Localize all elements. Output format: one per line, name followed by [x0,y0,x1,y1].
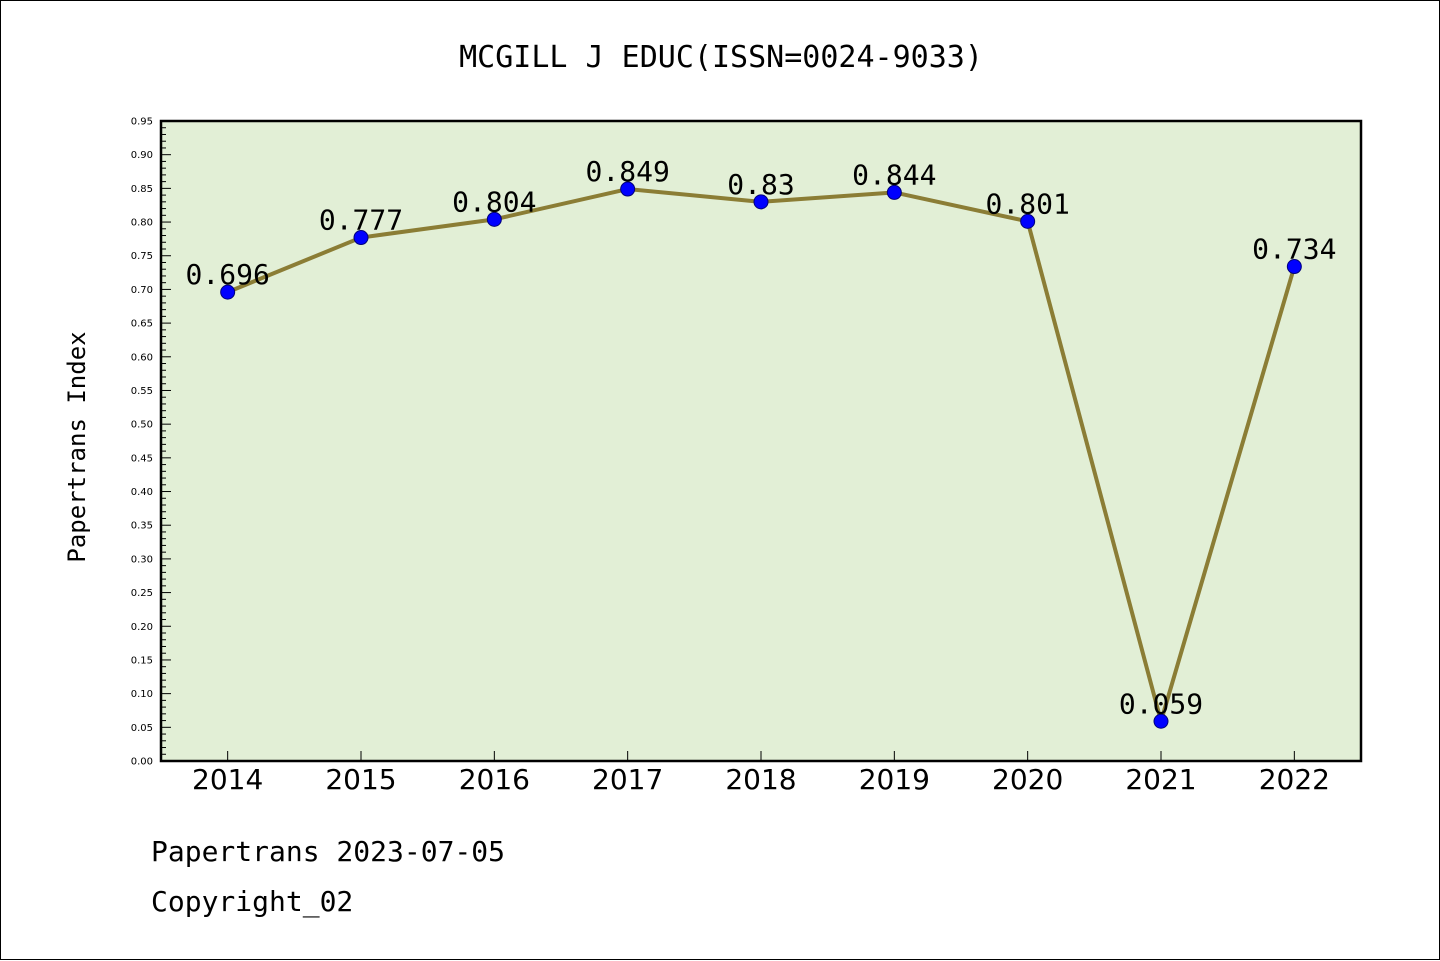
data-point-2019 [886,184,902,200]
y-tick-label: 0.25 [131,588,153,599]
data-point-2015 [353,230,369,246]
data-point-2018 [753,194,769,210]
footer-copyright: Copyright_02 [151,885,354,918]
y-tick-label: 0.65 [131,319,153,330]
x-tick-label: 2022 [1259,763,1330,796]
data-label-2017: 0.849 [586,155,670,188]
data-point-2016 [486,211,502,227]
y-tick-label: 0.90 [131,150,153,161]
data-label-2014: 0.696 [186,258,270,291]
x-tick-label: 2018 [725,763,796,796]
series-1: 0.696 0.777 0.804 0.849 0.83 0.844 0.801 0.059 0… [186,155,1336,729]
y-tick-label: 0.75 [131,251,153,262]
y-axis-ticks: 0.00 0.05 0.10 0.15 0.20 0.25 0.30 0.35 0.40 0.45… [131,117,171,768]
y-tick-label: 0.05 [131,723,153,734]
y-axis-label: Papertrans Index [63,331,91,562]
data-point-2017 [620,181,636,197]
y-tick-label: 0.80 [131,218,153,229]
data-point-2014 [220,284,236,300]
x-axis-ticks: 2014 2015 2016 2017 2018 2019 2020 2021 2022 [192,751,1330,796]
y-tick-label: 0.60 [131,352,153,363]
y-tick-label: 0.00 [131,757,153,768]
x-tick-label: 2015 [325,763,396,796]
x-tick-label: 2021 [1125,763,1196,796]
y-tick-label: 0.45 [131,453,153,464]
data-point-2022 [1286,259,1302,275]
x-tick-label: 2020 [992,763,1063,796]
x-tick-label: 2014 [192,763,263,796]
y-tick-label: 0.35 [131,521,153,532]
data-label-2020: 0.801 [986,187,1070,220]
data-label-2021: 0.059 [1119,687,1203,720]
y-tick-label: 0.50 [131,420,153,431]
x-tick-label: 2019 [859,763,930,796]
data-point-2021 [1153,713,1169,729]
chart-title: MCGILL J EDUC(ISSN=0024-9033) [459,40,983,75]
y-tick-label: 0.20 [131,622,153,633]
data-label-2016: 0.804 [452,185,536,218]
plot-area [159,119,1363,763]
data-point-2020 [1020,213,1036,229]
data-label-2019: 0.844 [852,158,936,191]
y-tick-label: 0.30 [131,554,153,565]
x-tick-label: 2016 [459,763,530,796]
y-tick-label: 0.40 [131,487,153,498]
footer-date: Papertrans 2023-07-05 [151,835,506,868]
y-tick-label: 0.10 [131,689,153,700]
data-label-2015: 0.777 [319,204,403,237]
y-tick-label: 0.15 [131,655,153,666]
y-tick-label: 0.55 [131,386,153,397]
data-label-2018: 0.83 [727,168,794,201]
y-tick-label: 0.85 [131,184,153,195]
x-tick-label: 2017 [592,763,663,796]
y-tick-label: 0.95 [131,117,153,128]
data-label-2022: 0.734 [1252,233,1336,266]
y-tick-label: 0.70 [131,285,153,296]
